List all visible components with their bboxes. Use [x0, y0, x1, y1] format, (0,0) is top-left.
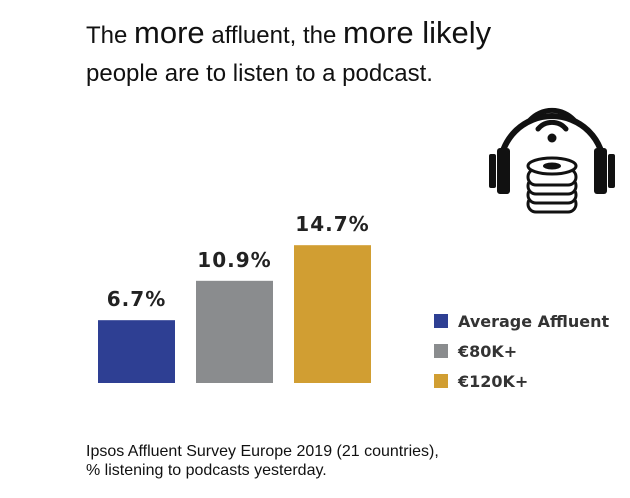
legend-label-average-affluent: Average Affluent	[458, 311, 610, 331]
title-line-2: people are to listen to a podcast.	[86, 60, 433, 87]
title-line-1: The more affluent, the more likely	[86, 14, 526, 55]
legend-item-average-affluent: Average Affluent	[434, 306, 609, 336]
bar-value-label: 14.7%	[295, 212, 369, 236]
source-line-1: Ipsos Affluent Survey Europe 2019 (21 co…	[86, 443, 439, 460]
title-emphasis-2: more likely	[343, 15, 492, 50]
source-note: Ipsos Affluent Survey Europe 2019 (21 co…	[86, 442, 526, 480]
headphones-coin-stack-icon	[486, 92, 618, 222]
title-text-2: affluent, the	[204, 22, 343, 49]
legend-swatch-120k	[434, 374, 448, 388]
legend-item-120k: €120K+	[434, 366, 609, 396]
title-emphasis-1: more	[134, 15, 205, 50]
bar-120k	[294, 245, 371, 383]
source-line-2: % listening to podcasts yesterday.	[86, 462, 327, 479]
chart-legend: Average Affluent €80K+ €120K+	[434, 306, 609, 396]
legend-item-80k: €80K+	[434, 336, 609, 366]
bar-value-label: 10.9%	[197, 248, 271, 272]
bar-value-label: 6.7%	[107, 287, 166, 311]
legend-swatch-average-affluent	[434, 314, 448, 328]
legend-swatch-80k	[434, 344, 448, 358]
title-text-1: The	[86, 22, 135, 49]
legend-label-80k: €80K+	[458, 341, 518, 361]
bar-80k	[196, 280, 273, 383]
legend-label-120k: €120K+	[458, 371, 529, 391]
chart-title: The more affluent, the more likely peopl…	[86, 14, 526, 93]
bar-average-affluent	[98, 320, 175, 383]
